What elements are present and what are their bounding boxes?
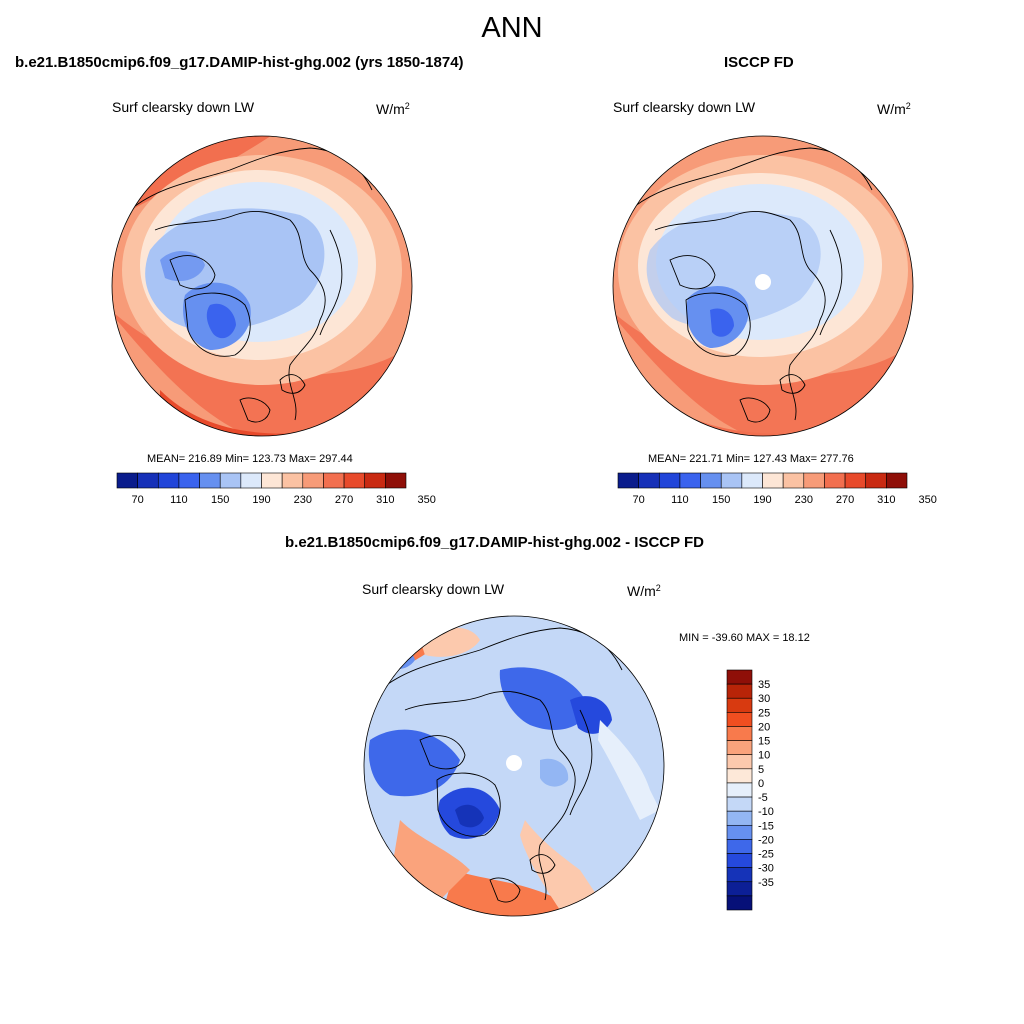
colorbar-tick-label: -25	[758, 849, 774, 861]
colorbar-swatch	[700, 472, 722, 489]
colorbar-swatch	[726, 895, 753, 911]
colorbar-swatch	[726, 839, 753, 854]
colorbar-tick-label: 270	[335, 494, 353, 506]
colorbar-swatch	[886, 472, 908, 489]
colorbar-tick-label: 10	[758, 750, 770, 762]
colorbar-swatch	[726, 824, 753, 840]
colorbar-swatch	[343, 472, 366, 489]
colorbar-swatch	[137, 472, 159, 489]
colorbar-swatch	[116, 472, 138, 489]
colorbar-swatch	[178, 472, 200, 489]
colorbar-tick-label: 110	[170, 494, 188, 506]
colorbar-tick-label: 270	[836, 494, 854, 506]
colorbar-tick-label: -20	[758, 834, 774, 846]
diff-colorbar: 35 30 25 20 15 10 5 0 -5 -10 -15 -20 -25 -30 -35	[726, 669, 774, 911]
colorbar-swatch	[726, 881, 753, 897]
colorbar-swatch	[240, 472, 262, 489]
model-map-border	[111, 135, 413, 437]
diff-units: W/m2	[627, 583, 661, 599]
colorbar-swatch	[726, 853, 753, 868]
obs-map-border	[612, 135, 914, 437]
obs-units: W/m2	[877, 101, 911, 117]
colorbar-tick-label: -5	[758, 792, 768, 804]
colorbar-tick-label: -35	[758, 877, 774, 889]
colorbar-swatch	[726, 683, 753, 699]
obs-panel-title: ISCCP FD	[724, 54, 794, 71]
colorbar-swatch	[803, 472, 825, 489]
colorbar-swatch	[658, 472, 681, 489]
colorbar-swatch	[726, 669, 753, 685]
colorbar-tick-label: 110	[671, 494, 689, 506]
diff-map-border	[363, 615, 665, 917]
colorbar-swatch	[726, 726, 753, 741]
colorbar-swatch	[865, 472, 887, 489]
obs-variable-label: Surf clearsky down LW	[613, 99, 756, 115]
colorbar-tick-label: 25	[758, 707, 770, 719]
colorbar-swatch	[638, 472, 660, 489]
colorbar-tick-label: -10	[758, 806, 774, 818]
model-map	[111, 135, 413, 437]
colorbar-tick-label: 310	[376, 494, 394, 506]
colorbar-swatch	[281, 472, 304, 489]
model-units: W/m2	[376, 101, 410, 117]
obs-map	[612, 135, 914, 437]
colorbar-tick-label: 0	[758, 778, 764, 790]
colorbar-swatch	[157, 472, 180, 489]
model-colorbar: 70 110 150 190 230 270 310 350	[116, 472, 436, 506]
colorbar-tick-label: 350	[417, 494, 435, 506]
diff-map	[363, 615, 665, 917]
colorbar-swatch	[385, 472, 407, 489]
colorbar-tick-label: 350	[918, 494, 936, 506]
colorbar-swatch	[720, 472, 743, 489]
colorbar-swatch	[844, 472, 867, 489]
colorbar-swatch	[302, 472, 324, 489]
diff-variable-label: Surf clearsky down LW	[362, 581, 505, 597]
colorbar-tick-label: 70	[132, 494, 144, 506]
colorbar-swatch	[199, 472, 221, 489]
colorbar-swatch	[824, 472, 846, 489]
colorbar-swatch	[741, 472, 763, 489]
diff-stats: MIN = -39.60 MAX = 18.12	[679, 632, 810, 644]
colorbar-tick-label: 15	[758, 736, 770, 748]
colorbar-swatch	[782, 472, 805, 489]
colorbar-tick-label: 150	[211, 494, 229, 506]
colorbar-tick-label: 190	[753, 494, 771, 506]
colorbar-swatch	[261, 472, 283, 489]
colorbar-swatch	[726, 768, 753, 784]
colorbar-swatch	[323, 472, 345, 489]
colorbar-swatch	[726, 740, 753, 756]
colorbar-swatch	[726, 712, 753, 727]
colorbar-tick-label: 190	[252, 494, 270, 506]
colorbar-swatch	[617, 472, 639, 489]
colorbar-swatch	[726, 782, 753, 798]
colorbar-swatch	[762, 472, 784, 489]
colorbar-tick-label: 5	[758, 764, 764, 776]
colorbar-swatch	[726, 810, 753, 826]
colorbar-tick-label: 20	[758, 721, 770, 733]
diff-panel-title: b.e21.B1850cmip6.f09_g17.DAMIP-hist-ghg.…	[285, 534, 705, 551]
model-variable-label: Surf clearsky down LW	[112, 99, 255, 115]
colorbar-tick-label: 230	[294, 494, 312, 506]
colorbar-tick-label: 150	[712, 494, 730, 506]
model-panel-title: b.e21.B1850cmip6.f09_g17.DAMIP-hist-ghg.…	[15, 54, 464, 71]
colorbar-swatch	[726, 754, 753, 770]
colorbar-swatch	[219, 472, 242, 489]
figure-title: ANN	[481, 12, 543, 44]
colorbar-tick-label: 70	[633, 494, 645, 506]
colorbar-tick-label: 35	[758, 679, 770, 691]
colorbar-tick-label: 30	[758, 693, 770, 705]
colorbar-tick-label: -15	[758, 820, 774, 832]
obs-colorbar: 70 110 150 190 230 270 310 350	[617, 472, 937, 506]
model-stats: MEAN= 216.89 Min= 123.73 Max= 297.44	[147, 453, 353, 465]
colorbar-swatch	[364, 472, 386, 489]
colorbar-swatch	[726, 867, 753, 883]
colorbar-swatch	[726, 697, 753, 713]
colorbar-swatch	[679, 472, 701, 489]
colorbar-swatch	[726, 796, 753, 812]
obs-stats: MEAN= 221.71 Min= 127.43 Max= 277.76	[648, 453, 854, 465]
colorbar-tick-label: 310	[877, 494, 895, 506]
colorbar-tick-label: 230	[795, 494, 813, 506]
colorbar-tick-label: -30	[758, 863, 774, 875]
